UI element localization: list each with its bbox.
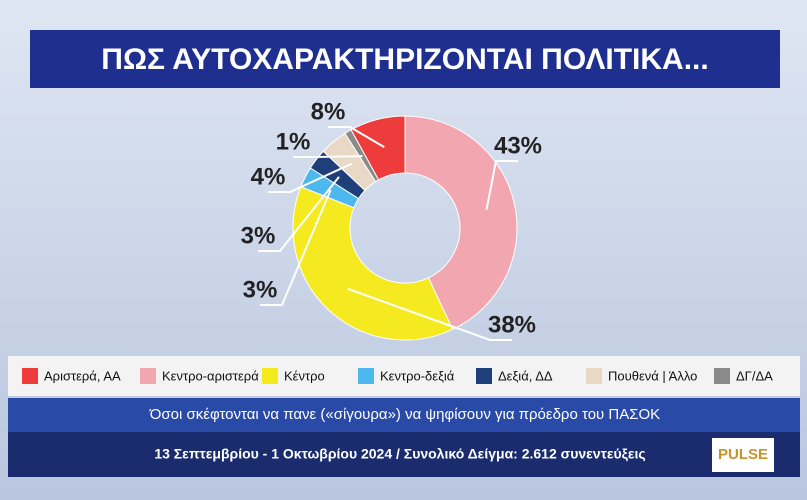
chart-title: ΠΩΣ ΑΥΤΟΧΑΡΑΚΤΗΡΙΖΟΝΤΑΙ ΠΟΛΙΤΙΚΑ... [101,43,708,76]
legend-label: Κεντρο-δεξιά [380,368,455,383]
logo: PULSE [718,446,768,463]
legend-label: Κέντρο [284,368,325,383]
data-label: 3% [241,222,276,249]
leader-line [347,287,512,341]
data-label: 3% [243,276,278,303]
legend-label: Δεξιά, ΔΔ [498,368,553,383]
title-banner [30,30,780,88]
data-label: 8% [311,98,346,125]
leader-line [293,155,363,158]
leader-line [328,126,385,148]
legend-label: Κεντρο-αριστερά [162,368,259,383]
legend-label: Αριστερά, ΑΑ [44,368,121,383]
footer: 13 Σεπτεμβρίου - 1 Οκτωβρίου 2024 / Συνο… [154,446,645,462]
legend-swatch [140,368,156,384]
legend-swatch [262,368,278,384]
subtitle-bar [8,398,800,432]
legend-label: ΔΓ/ΔΑ [736,368,773,383]
donut-slice [404,115,518,331]
data-label: 1% [276,128,311,155]
leader-line [268,162,353,193]
data-label: 38% [488,311,536,338]
data-label: 43% [494,132,542,159]
legend-swatch [476,368,492,384]
data-label: 4% [251,163,286,190]
leader-line [485,160,518,210]
footer-bar [8,432,800,477]
leader-line [258,176,340,252]
legend-swatch [714,368,730,384]
leader-line [260,189,332,306]
legend-swatch [586,368,602,384]
legend-swatch [358,368,374,384]
subtitle: Όσοι σκέφτονται να πανε («σίγουρα») να ψ… [149,406,660,423]
legend-label: Πουθενά | Άλλο [608,368,697,383]
logo-box [712,438,774,472]
legend-swatch [22,368,38,384]
donut-slice [292,186,454,341]
